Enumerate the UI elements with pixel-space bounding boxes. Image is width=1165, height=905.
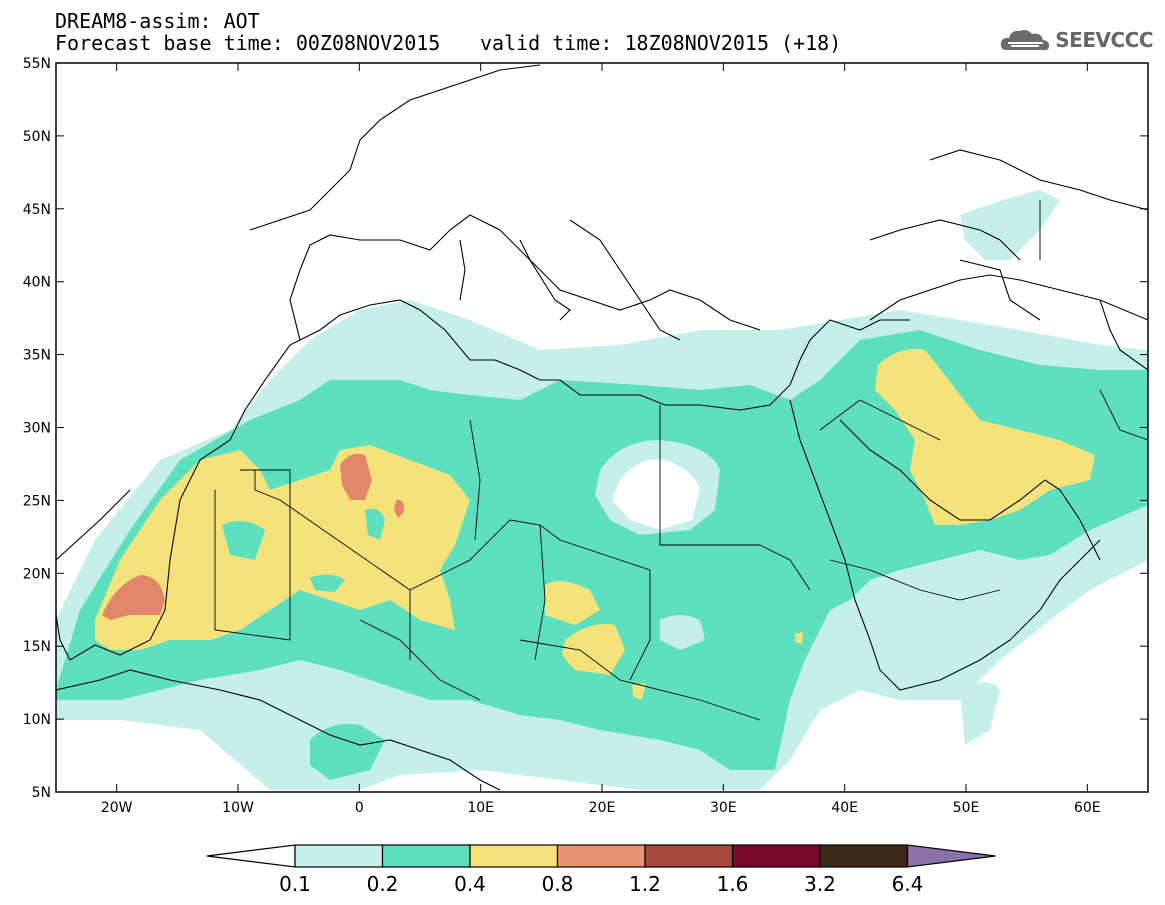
colorbar-swatch bbox=[556, 844, 646, 868]
lat-label: 45N bbox=[23, 202, 51, 218]
colorbar-swatch bbox=[644, 844, 734, 868]
aot-level-0.4 bbox=[95, 349, 1095, 700]
lat-label: 30N bbox=[23, 421, 51, 437]
lon-label: 0 bbox=[355, 800, 364, 816]
colorbar-label: 0.2 bbox=[367, 872, 399, 896]
lat-label: 50N bbox=[23, 129, 51, 145]
map-title: DREAM8-assim: AOT bbox=[55, 9, 260, 33]
latitude-axis: 55N 50N 45N 40N 35N 30N 25N 20N 15N 10N 5N bbox=[23, 56, 1148, 801]
lon-label: 20W bbox=[101, 800, 133, 816]
colorbar-label: 3.2 bbox=[804, 872, 836, 896]
lon-label: 10E bbox=[467, 800, 494, 816]
colorbar-swatch bbox=[731, 844, 821, 868]
lon-label: 20E bbox=[589, 800, 616, 816]
lon-label: 10W bbox=[222, 800, 254, 816]
lat-label: 25N bbox=[23, 493, 51, 509]
colorbar-label: 1.2 bbox=[629, 872, 661, 896]
aot-clear-area bbox=[612, 459, 700, 530]
colorbar-swatch bbox=[819, 844, 909, 868]
logo-text: SEEVCCC bbox=[1055, 28, 1153, 52]
lon-label: 40E bbox=[831, 800, 858, 816]
lat-label: 10N bbox=[23, 712, 51, 728]
colorbar-label: 0.8 bbox=[542, 872, 574, 896]
longitude-axis: 20W 10W 0 10E 20E 30E 40E 50E 60E bbox=[101, 63, 1101, 816]
forecast-base-time: Forecast base time: 00Z08NOV2015 bbox=[55, 31, 441, 55]
aot-level-0.2 bbox=[56, 330, 1148, 780]
colorbar-swatch bbox=[294, 844, 384, 868]
lat-label: 40N bbox=[23, 275, 51, 291]
colorbar-label: 0.1 bbox=[279, 872, 311, 896]
cloud-logo-icon bbox=[1001, 30, 1050, 51]
colorbar-swatch bbox=[381, 844, 471, 868]
aot-level-0.2-inner bbox=[222, 508, 385, 592]
colorbar-label: 6.4 bbox=[892, 872, 924, 896]
aot-field bbox=[56, 63, 1148, 792]
seevccc-logo: SEEVCCC bbox=[999, 26, 1153, 54]
lon-label: 60E bbox=[1074, 800, 1101, 816]
lat-label: 15N bbox=[23, 639, 51, 655]
lon-label: 50E bbox=[953, 800, 980, 816]
coastlines bbox=[56, 64, 1148, 791]
lat-label: 35N bbox=[23, 348, 51, 364]
colorbar-arrow-low bbox=[206, 844, 296, 868]
colorbar-arrow-high bbox=[906, 844, 996, 868]
colorbar-swatch bbox=[469, 844, 559, 868]
lon-label: 30E bbox=[710, 800, 737, 816]
lat-label: 20N bbox=[23, 566, 51, 582]
colorbar: 0.1 0.2 0.4 0.8 1.2 1.6 3.2 6.4 bbox=[206, 844, 996, 896]
valid-time: valid time: 18Z08NOV2015 (+18) bbox=[480, 31, 842, 55]
colorbar-label: 1.6 bbox=[717, 872, 749, 896]
lat-label: 5N bbox=[32, 785, 51, 801]
colorbar-label: 0.4 bbox=[454, 872, 486, 896]
country-borders bbox=[214, 200, 1148, 721]
aot-level-0.8 bbox=[102, 453, 405, 620]
lat-label: 55N bbox=[23, 56, 51, 72]
